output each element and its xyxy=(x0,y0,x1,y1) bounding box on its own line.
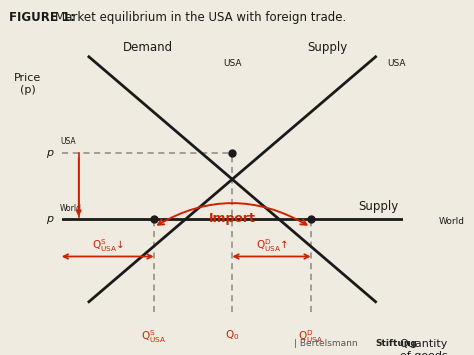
Text: p: p xyxy=(46,148,53,158)
Text: Quantity
of goods
(Q): Quantity of goods (Q) xyxy=(399,339,447,355)
Text: Supply: Supply xyxy=(358,200,399,213)
Text: World: World xyxy=(439,217,465,225)
Text: Q$^{\mathregular{D}}_{\mathregular{USA}}$↑: Q$^{\mathregular{D}}_{\mathregular{USA}}… xyxy=(255,237,288,254)
FancyArrowPatch shape xyxy=(158,203,307,225)
Text: FIGURE 1:: FIGURE 1: xyxy=(9,11,80,24)
Text: Price
(p): Price (p) xyxy=(14,73,41,95)
Text: World: World xyxy=(60,204,82,213)
Text: Demand: Demand xyxy=(123,41,173,54)
Text: USA: USA xyxy=(60,137,75,147)
Text: USA: USA xyxy=(388,59,406,69)
Text: Q$_{\mathregular{0}}$: Q$_{\mathregular{0}}$ xyxy=(225,328,239,342)
Text: Market equilibrium in the USA with foreign trade.: Market equilibrium in the USA with forei… xyxy=(55,11,346,24)
Text: Q$^{\mathregular{D}}_{\mathregular{USA}}$: Q$^{\mathregular{D}}_{\mathregular{USA}}… xyxy=(298,328,323,345)
Text: Stiftung: Stiftung xyxy=(375,339,417,348)
Text: USA: USA xyxy=(224,59,242,69)
Text: Import: Import xyxy=(209,212,255,225)
Text: | Bertelsmann: | Bertelsmann xyxy=(294,339,357,348)
Text: p: p xyxy=(46,214,53,224)
Text: Supply: Supply xyxy=(307,41,347,54)
Text: Q$^{\mathregular{S}}_{\mathregular{USA}}$↓: Q$^{\mathregular{S}}_{\mathregular{USA}}… xyxy=(91,237,124,254)
Text: Q$^{\mathregular{S}}_{\mathregular{USA}}$: Q$^{\mathregular{S}}_{\mathregular{USA}}… xyxy=(141,328,166,345)
